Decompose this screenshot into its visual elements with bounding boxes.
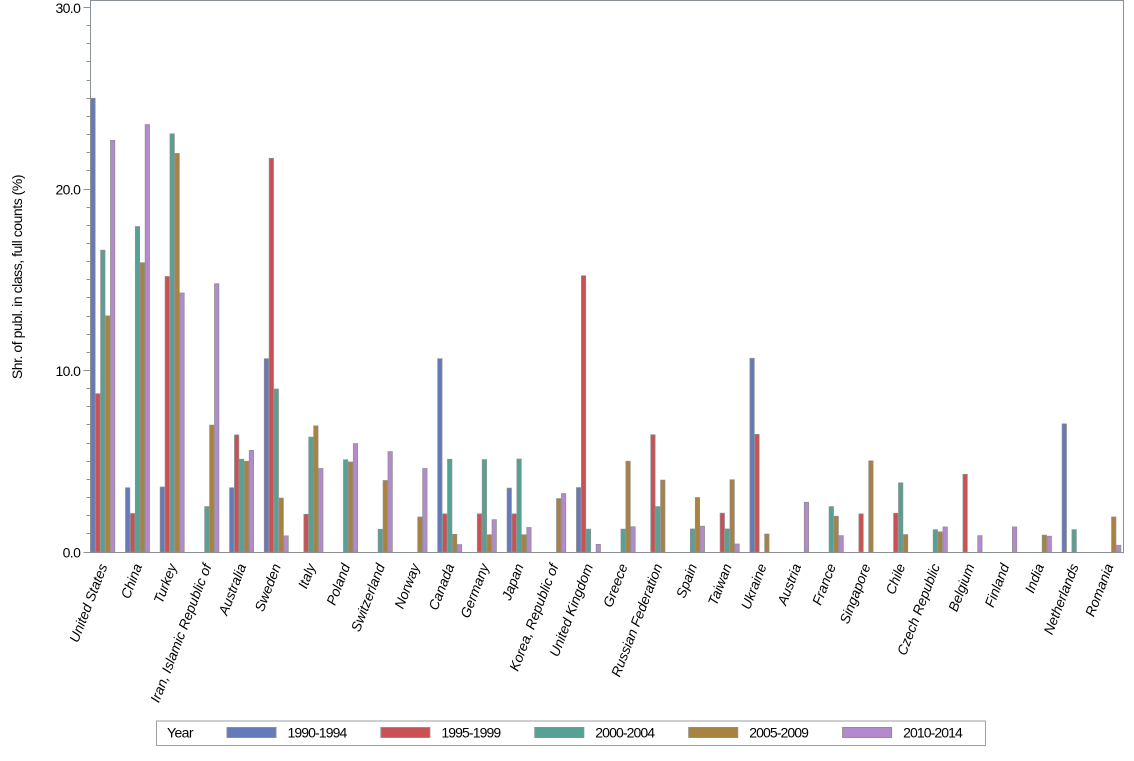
svg-text:2005-2009: 2005-2009 (749, 725, 809, 741)
svg-text:30.0: 30.0 (55, 0, 81, 16)
svg-text:Year: Year (167, 725, 194, 741)
svg-text:0.0: 0.0 (63, 545, 81, 561)
svg-text:1995-1999: 1995-1999 (441, 725, 501, 741)
svg-text:20.0: 20.0 (55, 182, 81, 198)
svg-text:1990-1994: 1990-1994 (288, 725, 348, 741)
svg-text:10.0: 10.0 (55, 363, 81, 379)
svg-text:2010-2014: 2010-2014 (903, 725, 963, 741)
svg-text:2000-2004: 2000-2004 (595, 725, 655, 741)
svg-text:Shr. of publ. in class, full c: Shr. of publ. in class, full counts (%) (9, 175, 25, 379)
